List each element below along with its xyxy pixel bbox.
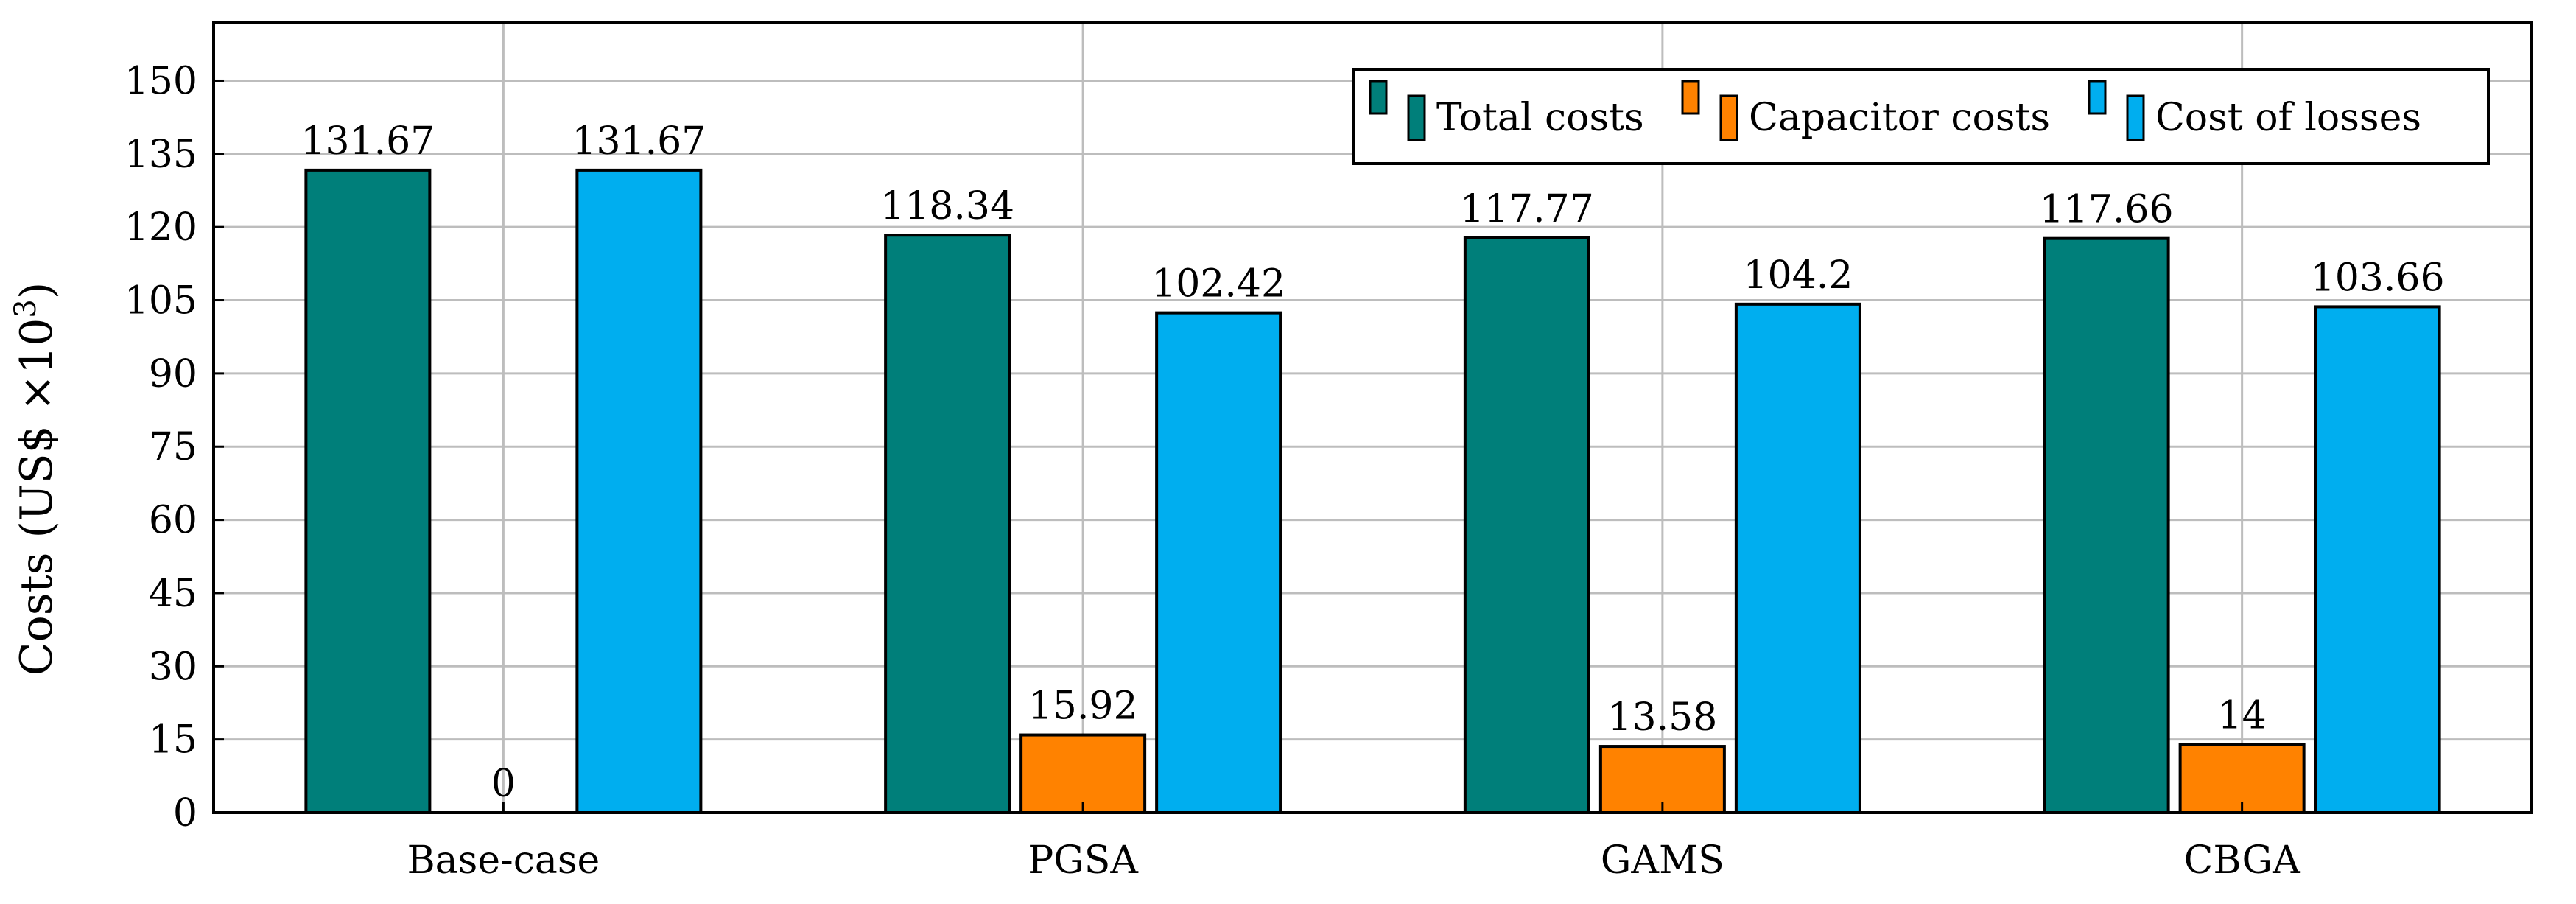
legend-label: Cost of losses [2155, 96, 2421, 140]
legend-swatch [1719, 94, 1738, 141]
legend-label: Total costs [1436, 96, 1644, 140]
x-tick-label: GAMS [1601, 838, 1724, 883]
data-label: 117.77 [1460, 187, 1594, 231]
bar-capacitor-costs [2178, 743, 2306, 814]
y-tick-label: 60 [149, 499, 197, 543]
data-label: 103.66 [2311, 256, 2445, 300]
data-labels: 131.67 118.34 117.77 117.66 0 15.92 13.58 14 131… [301, 119, 2444, 806]
y-tick-label: 90 [149, 352, 197, 396]
data-label: 117.66 [2040, 188, 2174, 232]
y-tick-label: 135 [124, 133, 197, 177]
data-label: 15.92 [1028, 684, 1138, 729]
legend-swatch [1407, 94, 1426, 141]
bar-cost-of-losses [1734, 302, 1861, 814]
bar-cost-of-losses [2314, 305, 2441, 814]
bar-cost-of-losses [575, 168, 703, 814]
bar-total-costs [884, 234, 1011, 814]
bar-total-costs [1463, 236, 1590, 814]
data-label: 102.42 [1151, 262, 1285, 306]
y-tick-label: 30 [149, 645, 197, 689]
y-tick-label: 15 [149, 718, 197, 763]
bar-total-costs [304, 168, 432, 814]
y-tick-label: 150 [124, 59, 197, 103]
x-tick-label: PGSA [1028, 838, 1139, 883]
data-label: 13.58 [1607, 695, 1717, 740]
bar-capacitor-costs [1598, 745, 1726, 815]
data-label: 14 [2218, 693, 2267, 737]
legend-box [1352, 68, 2490, 165]
bars [304, 168, 2441, 815]
data-label: 0 [491, 762, 516, 806]
data-label: 118.34 [880, 184, 1014, 228]
y-tick-label: 105 [124, 279, 197, 323]
y-tick-label: 120 [124, 206, 197, 250]
legend-swatch [2088, 80, 2107, 115]
bar-cost-of-losses [1155, 311, 1282, 814]
legend: Total costs Capacitor costs Cost of losses [1352, 68, 2490, 165]
legend-swatch [1369, 80, 1388, 115]
bar-capacitor-costs [1019, 733, 1147, 814]
y-axis-title: Costs (US$ ×103) [9, 282, 63, 676]
y-tick-label: 0 [173, 791, 197, 835]
x-tick-label: Base-case [407, 838, 600, 883]
legend-swatch [2126, 94, 2145, 141]
legend-label: Capacitor costs [1749, 96, 2050, 140]
axes: 0 15 30 45 60 75 90 105 120 135 150 Base-case PGSA GA… [124, 21, 2533, 883]
data-label: 131.67 [301, 119, 435, 164]
data-label: 131.67 [572, 119, 706, 164]
x-tick-label: CBGA [2184, 838, 2302, 883]
y-tick-label: 45 [149, 572, 197, 616]
legend-swatch [1681, 80, 1700, 115]
plot-frame [212, 21, 2533, 814]
bar-total-costs [2043, 236, 2170, 814]
data-label: 104.2 [1743, 253, 1853, 298]
y-tick-label: 75 [149, 425, 197, 469]
